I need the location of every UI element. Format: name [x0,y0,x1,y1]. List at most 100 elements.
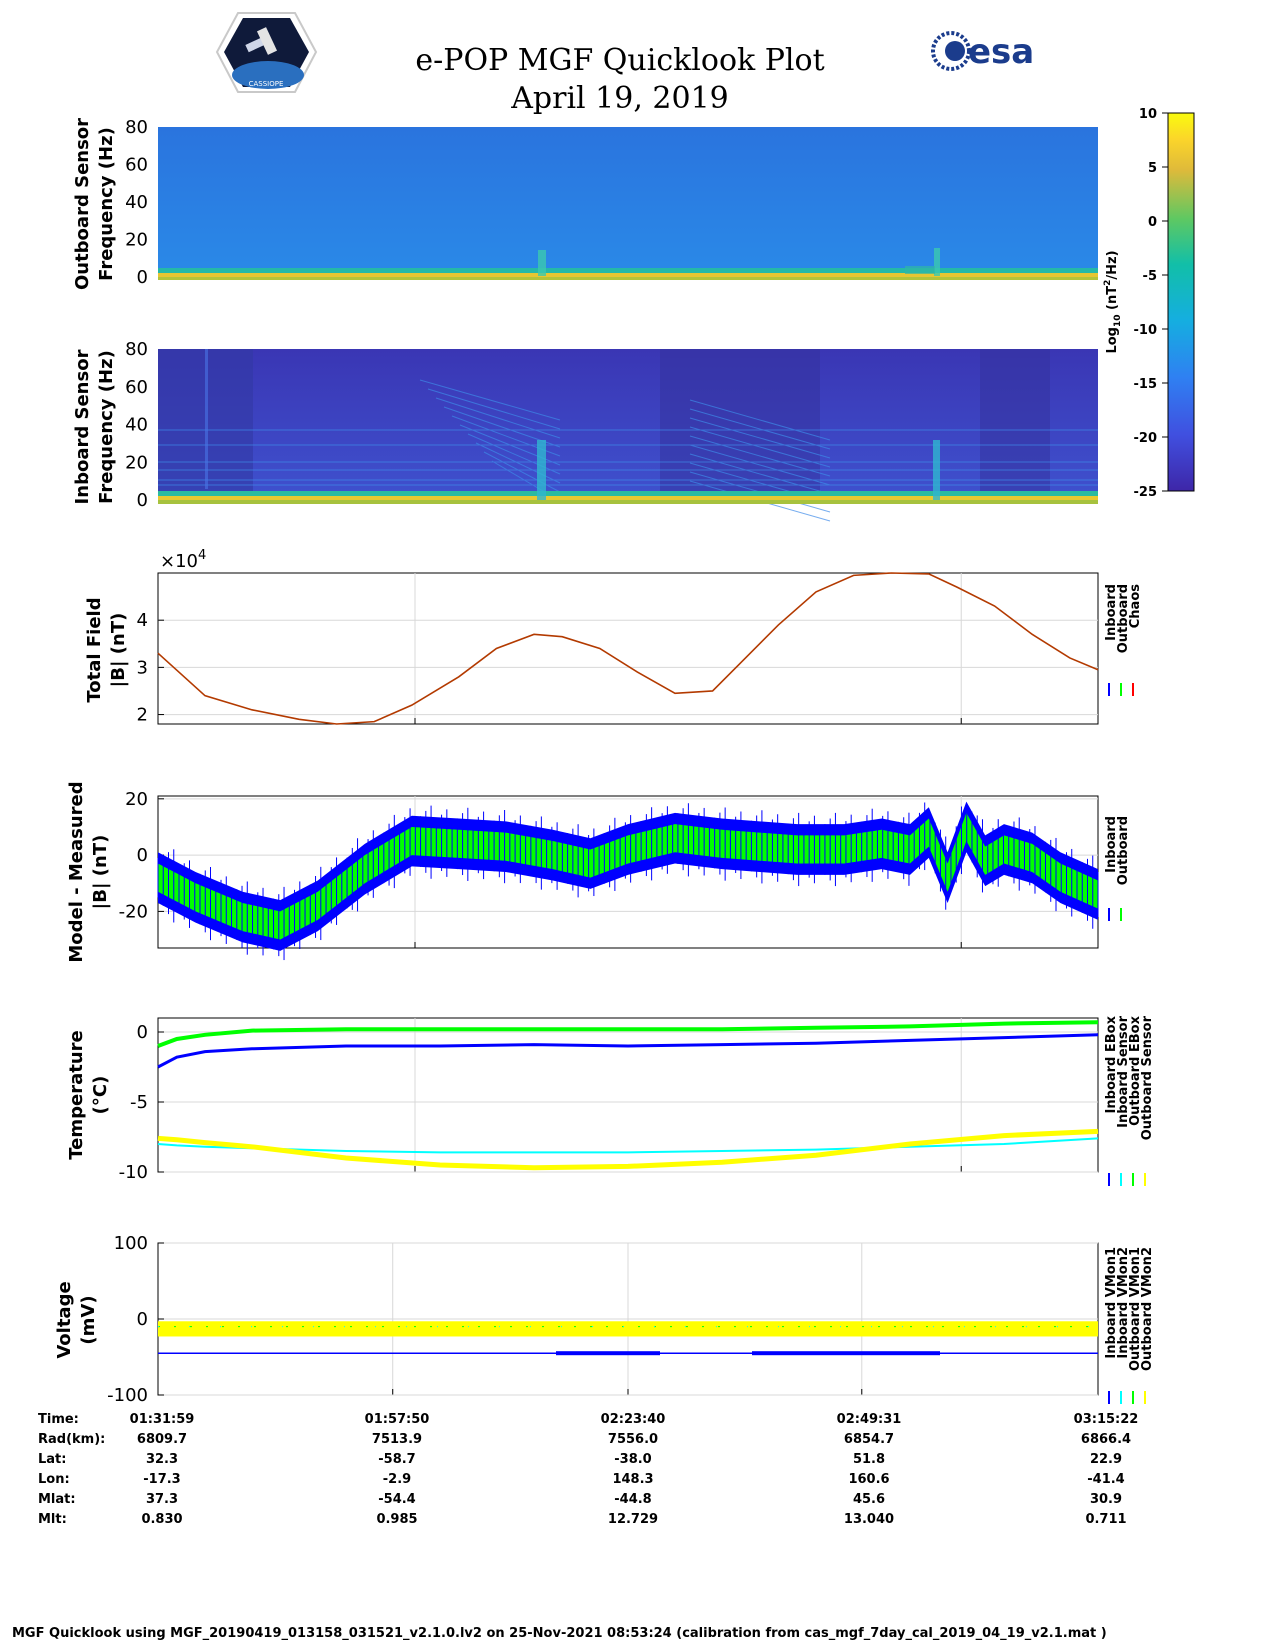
orbit-cell: 02:23:40 [600,1412,666,1427]
total-field-series [157,572,1099,725]
harmonic-line [689,426,831,468]
voltage-ytick: 0 [137,1309,148,1330]
legend-label: Outboard VMon1 [1128,1247,1143,1371]
orbit-row-label: Mlat: [38,1492,76,1507]
harmonic-line [689,444,831,486]
harmonic-line [689,399,831,441]
outboard-ytick: 20 [125,230,148,251]
colorbar-tick: 0 [1148,215,1157,230]
orbit-cell: 0.830 [141,1512,183,1527]
legend-label: Inboard Sensor [1116,1015,1131,1127]
orbit-cell: 30.9 [1089,1492,1123,1507]
colorbar-tick: 5 [1148,161,1157,176]
orbit-cell: -58.7 [378,1452,416,1467]
orbit-cell: 03:15:22 [1073,1412,1139,1427]
orbit-row-label: Time: [38,1412,79,1427]
temperature-series-0 [157,1033,1099,1069]
orbit-cell: 160.6 [848,1472,890,1487]
outboard-spectrogram-panel: 80 60 40 20 0 Outboard Sensor Frequency (Hz) [72,117,1098,290]
inboard-ylabel-2: Frequency (Hz) [96,350,117,504]
voltage-ylabel-1: Voltage [54,1281,75,1358]
colorbar-tick: -15 [1134,377,1158,392]
figure-title: e-POP MGF Quicklook Plot [415,43,824,78]
temperature-ytick: -5 [130,1092,148,1113]
inboard-ytick: 40 [125,415,148,436]
legend-label: Inboard VMon1 [1104,1247,1119,1359]
esa-logo: esa [931,31,1034,72]
cassiope-logo: CASSIOPE [215,12,318,93]
orbit-cell: 0.985 [376,1512,418,1527]
harmonic-line [427,388,561,430]
temperature-ytick: 0 [137,1022,148,1043]
svg-text:CASSIOPE: CASSIOPE [249,80,284,88]
orbit-cell: 13.040 [843,1512,895,1527]
colorbar-tick: -20 [1134,431,1158,446]
orbit-cell: 37.3 [145,1492,179,1507]
legend-label: Outboard EBox [1128,1015,1143,1125]
legend-label: Inboard VMon2 [1116,1247,1131,1359]
harmonic-line [419,379,561,421]
orbit-row-label: Lon: [38,1472,70,1487]
model-minus-measured-panel: 20 0 -20 Model - Measured |B| (nT) Inboard… [66,781,1131,962]
orbit-cell: -17.3 [143,1472,181,1487]
model-ytick: 20 [125,789,148,810]
harmonic-line [689,435,831,477]
inboard-ytick: 0 [137,490,148,511]
legend-label: Outboard VMon2 [1140,1247,1155,1371]
total-field-ytick: 3 [137,657,148,678]
legend-label: Outboard [1116,816,1131,885]
orbit-row-label: Mlt: [38,1512,67,1527]
orbit-row-label: Lat: [38,1452,67,1467]
total-field-panel: 4 3 2 ×104 Total Field |B| (nT) InboardOut… [84,548,1143,726]
orbit-cell: -2.9 [382,1472,412,1487]
inboard-spectrogram-panel: 80 60 40 20 0 Inboard Sensor Frequency (Hz) [72,339,1098,522]
orbit-cell: 6866.4 [1080,1432,1132,1447]
outboard-spectrogram [158,127,1098,280]
orbit-cell: 45.6 [852,1492,886,1507]
inboard-ytick: 20 [125,452,148,473]
orbit-cell: 0.711 [1085,1512,1127,1527]
total-field-ytick: 4 [137,610,148,631]
temperature-series-1 [157,1137,1099,1154]
model-ytick: -20 [119,901,148,922]
inboard-ytick: 60 [125,377,148,398]
legend-label: Inboard [1104,584,1119,641]
colorbar-tick: -5 [1143,269,1157,284]
temperature-panel: 0 -5 -10 Temperature (°C) Inboard EBoxInbo… [66,1015,1155,1186]
colorbar-label: Log10 (nT2/Hz) [1103,250,1123,353]
voltage-inboard-vmon1-burst [752,1351,940,1356]
inboard-ylabel-1: Inboard Sensor [72,349,93,504]
voltage-outboard-vmon2 [158,1321,1098,1337]
total-field-ytick: 2 [137,705,148,726]
orbit-cell: 01:57:50 [364,1412,430,1427]
orbit-cell: 02:49:31 [836,1412,902,1427]
temperature-series-3 [157,1128,1099,1171]
orbit-cell: 7556.0 [607,1432,659,1447]
voltage-panel: 100 0 -100 Voltage (mV) Inboard VMon1Inboa… [54,1233,1155,1406]
temperature-ytick: -10 [119,1162,148,1183]
orbit-cell: 01:31:59 [129,1412,195,1427]
orbit-cell: 51.8 [852,1452,886,1467]
orbit-row-label: Rad(km): [38,1432,106,1447]
orbit-cell: 6809.7 [136,1432,188,1447]
orbit-cell: 148.3 [612,1472,654,1487]
temperature-series-2 [157,1020,1099,1048]
figure-date: April 19, 2019 [510,81,729,116]
outboard-ytick: 60 [125,155,148,176]
orbit-cell: -41.4 [1087,1472,1125,1487]
outboard-ylabel-2: Frequency (Hz) [96,127,117,281]
total-field-ylabel-2: |B| (nT) [108,613,129,688]
temperature-ylabel-2: (°C) [90,1076,111,1115]
legend-label: Chaos [1128,584,1143,628]
model-outboard-series [158,812,1098,940]
colorbar: 10 5 0 -5 -10 -15 -20 -25 Log10 (nT2/Hz) [1103,107,1195,500]
harmonic-line [435,397,561,439]
voltage-ytick: 100 [114,1233,148,1254]
harmonic-line [483,451,561,493]
legend-label: Outboard Sensor [1140,1015,1155,1140]
orbit-cell: 32.3 [145,1452,179,1467]
temperature-ylabel-1: Temperature [66,1030,87,1159]
harmonic-line [689,408,831,450]
total-field-multiplier: ×104 [160,548,206,572]
inboard-spectrogram [158,349,1098,504]
